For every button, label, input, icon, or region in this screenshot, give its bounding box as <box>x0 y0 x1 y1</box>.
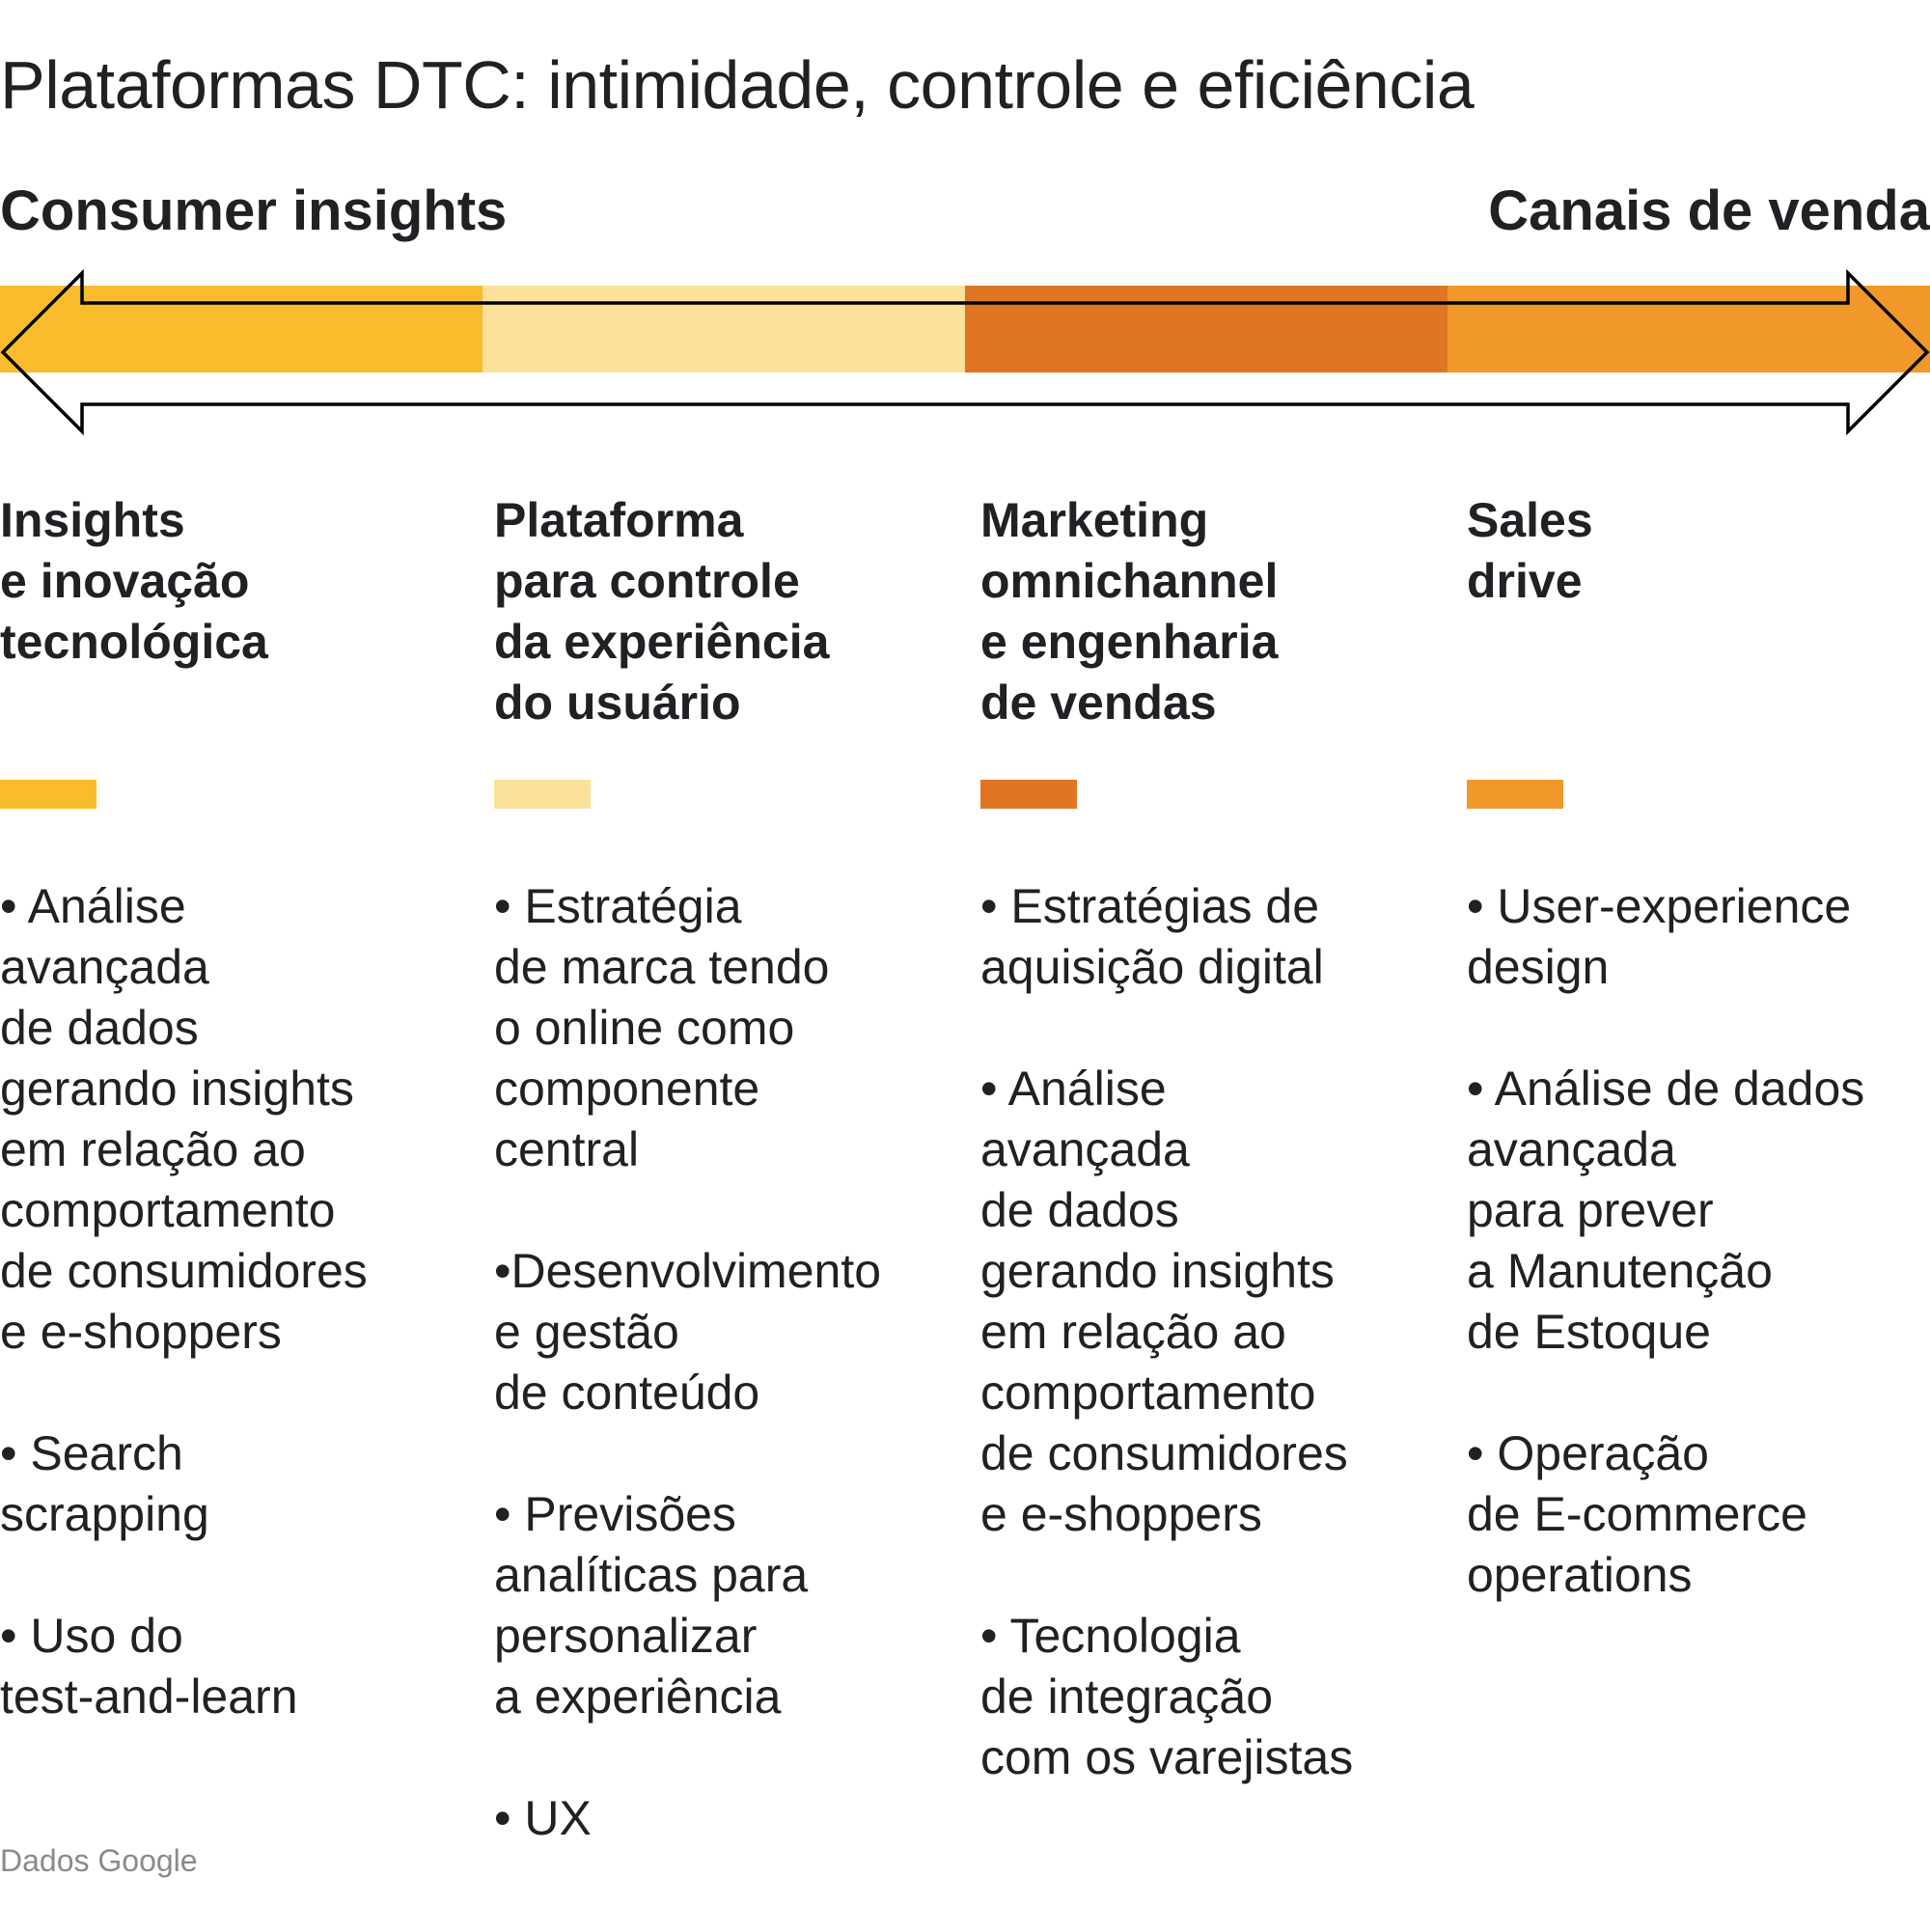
column-title: Plataforma para controle da experiência … <box>494 493 830 730</box>
column-platform: Plataforma para controle da experiência … <box>494 490 977 1910</box>
column-title: Sales drive <box>1467 493 1593 608</box>
list-item: • Análise de dados avançada para prever … <box>1467 1062 1865 1359</box>
list-item: • Estratégias de aquisição digital <box>980 879 1324 994</box>
bullet-list: • User-experience design • Análise de da… <box>1467 876 1930 1606</box>
list-item: • Search scrapping <box>0 1426 209 1541</box>
band-segment-1 <box>0 286 482 373</box>
list-item: • Estratégia de marca tendo o online com… <box>494 879 830 1176</box>
source-note: Dados Google <box>0 1843 198 1878</box>
band-segment-4 <box>1448 286 1930 373</box>
bullet-list: • Estratégia de marca tendo o online com… <box>494 876 977 1849</box>
double-arrow-outline <box>0 268 1930 436</box>
axis-right-label: Canais de venda <box>1488 179 1930 242</box>
list-item: • User-experience design <box>1467 879 1852 994</box>
list-item: • Análise avançada de dados gerando insi… <box>0 879 368 1359</box>
column-title: Marketing omnichannel e engenharia de ve… <box>980 493 1279 730</box>
column-sales: Sales drive • User-experience design • A… <box>1467 490 1930 1667</box>
band-segment-2 <box>482 286 965 373</box>
column-marketing: Marketing omnichannel e engenharia de ve… <box>980 490 1463 1849</box>
list-item: • UX <box>494 1791 592 1845</box>
color-swatch <box>494 780 591 809</box>
band-segment-3 <box>965 286 1448 373</box>
list-item: • Uso do test-and-learn <box>0 1609 298 1724</box>
column-insights: Insights e inovação tecnológica • Anális… <box>0 490 482 1788</box>
column-title: Insights e inovação tecnológica <box>0 493 268 669</box>
double-arrow-band <box>0 268 1930 436</box>
color-swatch <box>980 780 1077 809</box>
list-item: • Tecnologia de integração com os vareji… <box>980 1609 1354 1784</box>
list-item: • Análise avançada de dados gerando insi… <box>980 1062 1348 1541</box>
axis-left-label: Consumer insights <box>0 179 508 242</box>
bullet-list: • Análise avançada de dados gerando insi… <box>0 876 482 1727</box>
color-swatch <box>1467 780 1563 809</box>
bullet-list: • Estratégias de aquisição digital • Aná… <box>980 876 1463 1788</box>
page-title: Plataformas DTC: intimidade, controle e … <box>0 47 1475 123</box>
list-item: • Previsões analíticas para personalizar… <box>494 1487 809 1724</box>
list-item: • Operação de E-commerce operations <box>1467 1426 1807 1602</box>
list-item: •Desenvolvimento e gestão de conteúdo <box>494 1244 882 1420</box>
color-swatch <box>0 780 96 809</box>
